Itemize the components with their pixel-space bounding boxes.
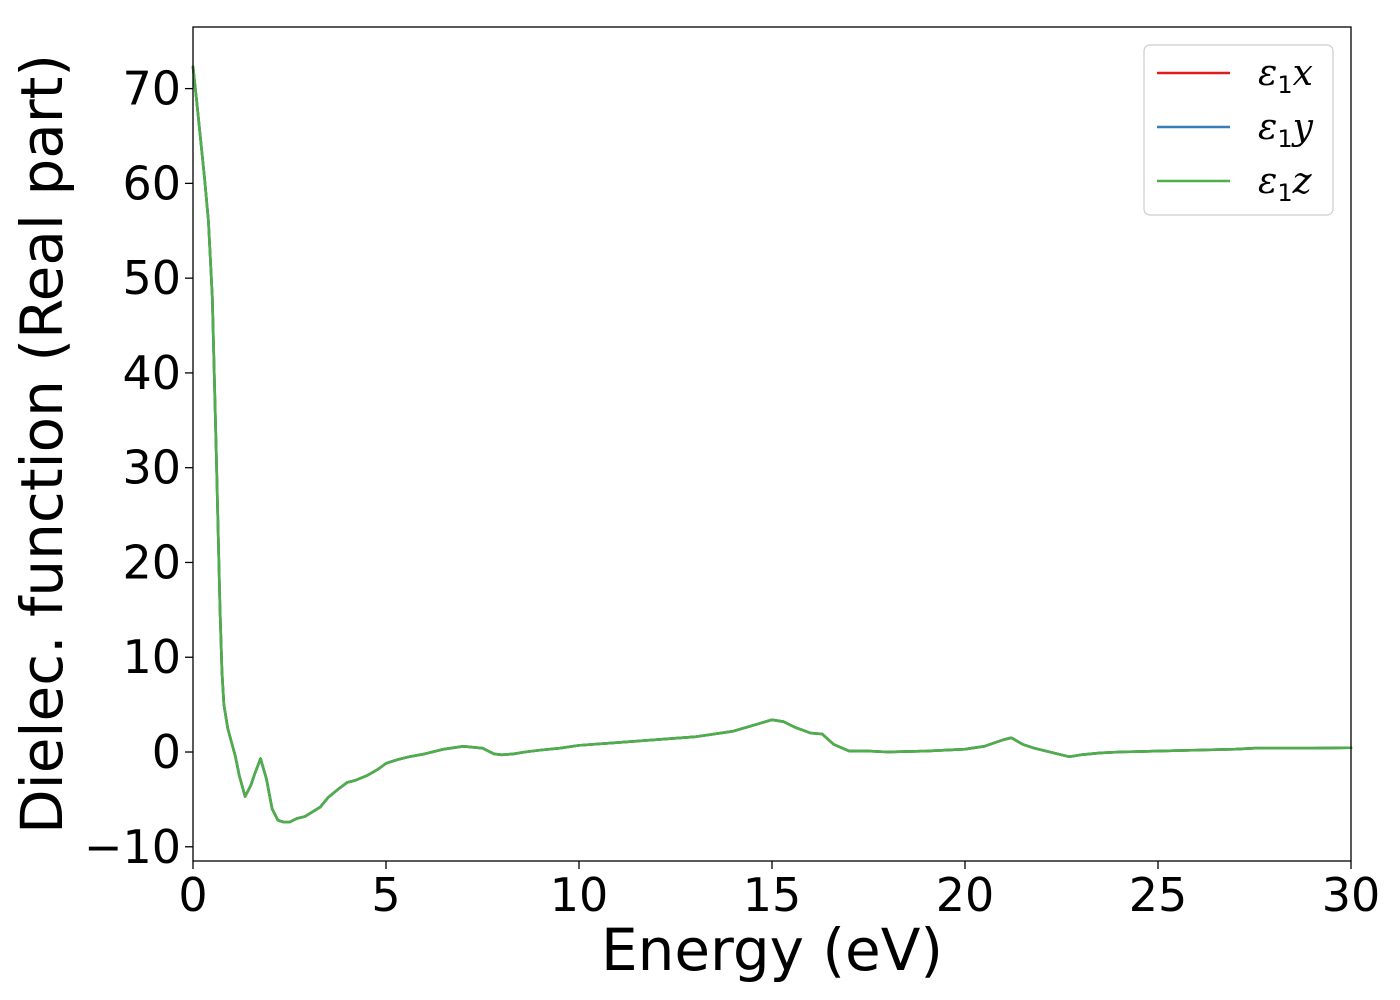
x-tick-label: 30 bbox=[1322, 868, 1381, 922]
legend: ε1x ε1y ε1z bbox=[1143, 44, 1334, 216]
series-line-z bbox=[191, 65, 1353, 824]
y-tick-label: 60 bbox=[122, 156, 181, 210]
x-tick-label: 20 bbox=[936, 868, 995, 922]
x-tick-label: 0 bbox=[178, 868, 207, 922]
y-tick-label: 10 bbox=[122, 630, 181, 684]
y-axis-ticks: −10 0 10 20 30 40 50 60 70 bbox=[84, 62, 193, 874]
y-tick-label: 50 bbox=[122, 251, 181, 305]
legend-label-y: ε1y bbox=[1258, 107, 1314, 153]
x-tick-label: 10 bbox=[550, 868, 609, 922]
y-axis-label: Dielec. function (Real part) bbox=[8, 54, 76, 834]
y-tick-label: 70 bbox=[122, 62, 181, 116]
x-tick-label: 25 bbox=[1129, 868, 1188, 922]
series-layer bbox=[191, 65, 1353, 824]
x-axis-ticks: 0 5 10 15 20 25 30 bbox=[178, 861, 1380, 922]
legend-label-z: ε1z bbox=[1258, 161, 1313, 207]
y-tick-label: 20 bbox=[122, 535, 181, 589]
y-tick-label: −10 bbox=[84, 820, 181, 874]
y-tick-label: 30 bbox=[122, 441, 181, 495]
legend-entries: ε1x ε1y ε1z bbox=[1157, 53, 1314, 207]
x-tick-label: 15 bbox=[743, 868, 802, 922]
y-tick-label: 0 bbox=[152, 725, 181, 779]
x-axis-label: Energy (eV) bbox=[601, 916, 943, 984]
y-tick-label: 40 bbox=[122, 346, 181, 400]
x-tick-label: 5 bbox=[371, 868, 400, 922]
legend-frame bbox=[1143, 44, 1334, 216]
legend-label-x: ε1x bbox=[1258, 53, 1313, 99]
